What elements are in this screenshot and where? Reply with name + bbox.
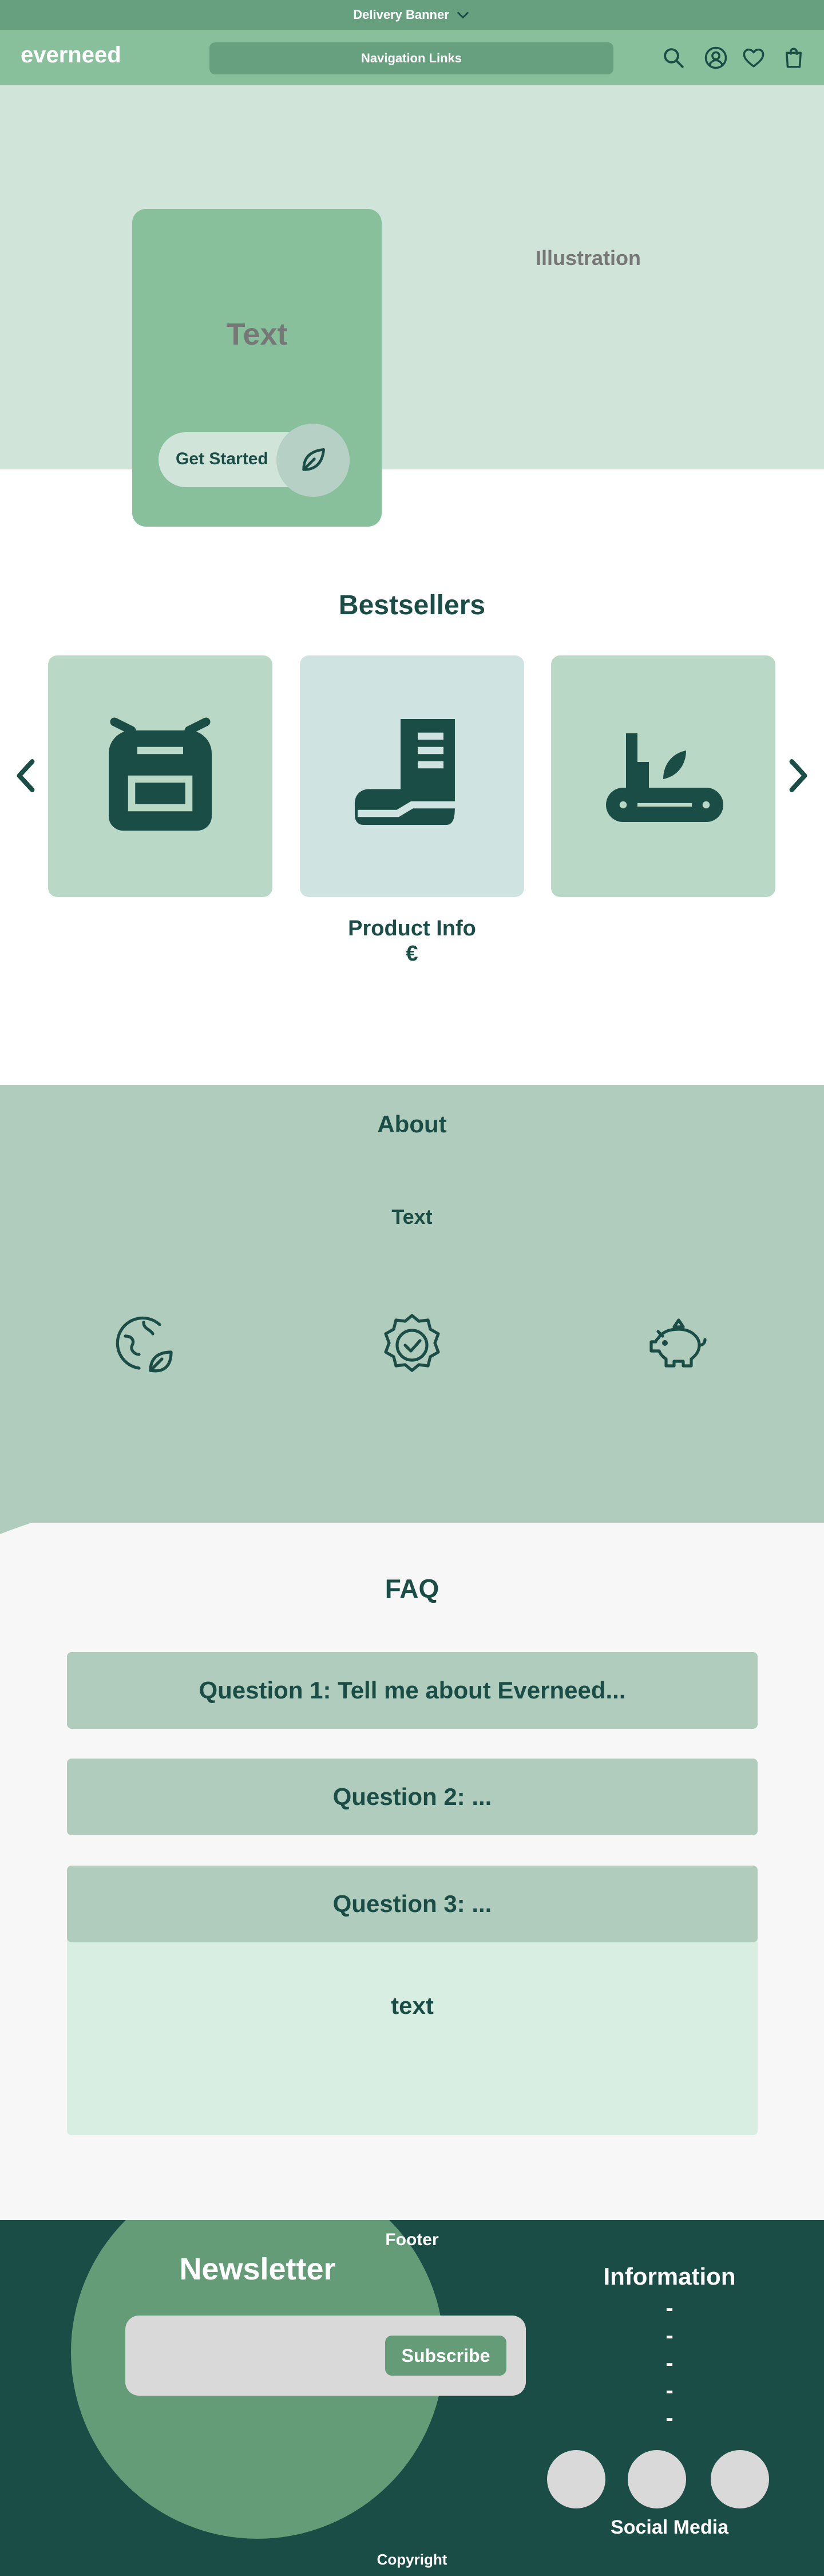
chevron-right-icon xyxy=(789,759,807,792)
about-wave-divider xyxy=(0,1443,824,1534)
faq-title: FAQ xyxy=(385,1574,439,1603)
multitool-icon xyxy=(606,733,723,822)
chevron-down-icon xyxy=(457,11,469,19)
badge-check-icon xyxy=(378,1311,446,1380)
delivery-banner[interactable]: Delivery Banner xyxy=(0,0,824,30)
eco-globe-icon xyxy=(114,1311,183,1380)
product-card-3[interactable] xyxy=(551,655,775,897)
bestsellers-title: Bestsellers xyxy=(338,590,486,621)
hero-card: Text Get Started xyxy=(132,209,382,527)
information-link[interactable]: - xyxy=(665,2296,674,2321)
navigation-links[interactable]: Navigation Links xyxy=(209,42,613,74)
social-link-2[interactable] xyxy=(628,2450,686,2508)
piggy-bank-icon xyxy=(642,1311,711,1380)
information-link[interactable]: - xyxy=(665,2350,674,2376)
carousel-next-button[interactable] xyxy=(783,756,813,796)
backpack-icon xyxy=(109,717,212,831)
faq-answer-3: text xyxy=(67,1938,758,2135)
logo[interactable]: everneed xyxy=(21,42,121,68)
copyright: Copyright xyxy=(377,2551,447,2568)
search-icon[interactable] xyxy=(659,44,688,72)
information-title: Information xyxy=(603,2263,736,2290)
information-link[interactable]: - xyxy=(665,2323,674,2348)
faq-question-1[interactable]: Question 1: Tell me about Everneed... xyxy=(67,1652,758,1729)
social-link-1[interactable] xyxy=(547,2450,605,2508)
carousel-prev-button[interactable] xyxy=(11,756,41,796)
site-header: everneed Navigation Links xyxy=(0,30,824,85)
get-started-label: Get Started xyxy=(176,449,268,468)
information-link[interactable]: - xyxy=(665,2378,674,2403)
chevron-left-icon xyxy=(17,759,35,792)
newsletter-title: Newsletter xyxy=(179,2252,336,2286)
account-icon[interactable] xyxy=(702,44,730,72)
about-text: Text xyxy=(391,1205,433,1228)
faq-question-2-label: Question 2: ... xyxy=(332,1783,492,1810)
heart-icon[interactable] xyxy=(739,44,768,72)
product-card-1[interactable] xyxy=(48,655,272,897)
information-links: - - - - - xyxy=(555,2294,784,2432)
delivery-banner-label: Delivery Banner xyxy=(353,7,449,22)
faq-question-2[interactable]: Question 2: ... xyxy=(67,1759,758,1835)
faq-answer-3-text: text xyxy=(391,1992,434,2019)
faq-question-1-label: Question 1: Tell me about Everneed... xyxy=(199,1677,626,1704)
navigation-links-label: Navigation Links xyxy=(360,51,462,65)
newsletter-email-input[interactable]: Subscribe xyxy=(125,2316,526,2396)
social-link-3[interactable] xyxy=(711,2450,769,2508)
social-media-label: Social Media xyxy=(611,2516,728,2538)
boot-icon xyxy=(355,719,455,825)
product-info: Product Info € xyxy=(0,916,824,966)
leaf-icon xyxy=(276,424,350,497)
about-title: About xyxy=(377,1111,447,1137)
hero-illustration: Illustration xyxy=(536,246,641,270)
faq-question-3-label: Question 3: ... xyxy=(332,1890,492,1917)
product-price: € xyxy=(406,942,418,966)
bag-icon[interactable] xyxy=(779,44,808,72)
hero-section xyxy=(0,85,824,469)
get-started-button[interactable]: Get Started xyxy=(159,424,353,498)
subscribe-button[interactable]: Subscribe xyxy=(385,2336,506,2376)
faq-question-3[interactable]: Question 3: ... xyxy=(67,1866,758,1942)
information-link[interactable]: - xyxy=(665,2405,674,2431)
subscribe-label: Subscribe xyxy=(401,2345,490,2366)
product-info-label: Product Info xyxy=(348,916,476,941)
hero-text: Text xyxy=(226,317,288,351)
footer: Footer Newsletter Subscribe Information … xyxy=(0,2220,824,2576)
footer-label: Footer xyxy=(385,2230,439,2249)
product-card-2[interactable] xyxy=(300,655,524,897)
